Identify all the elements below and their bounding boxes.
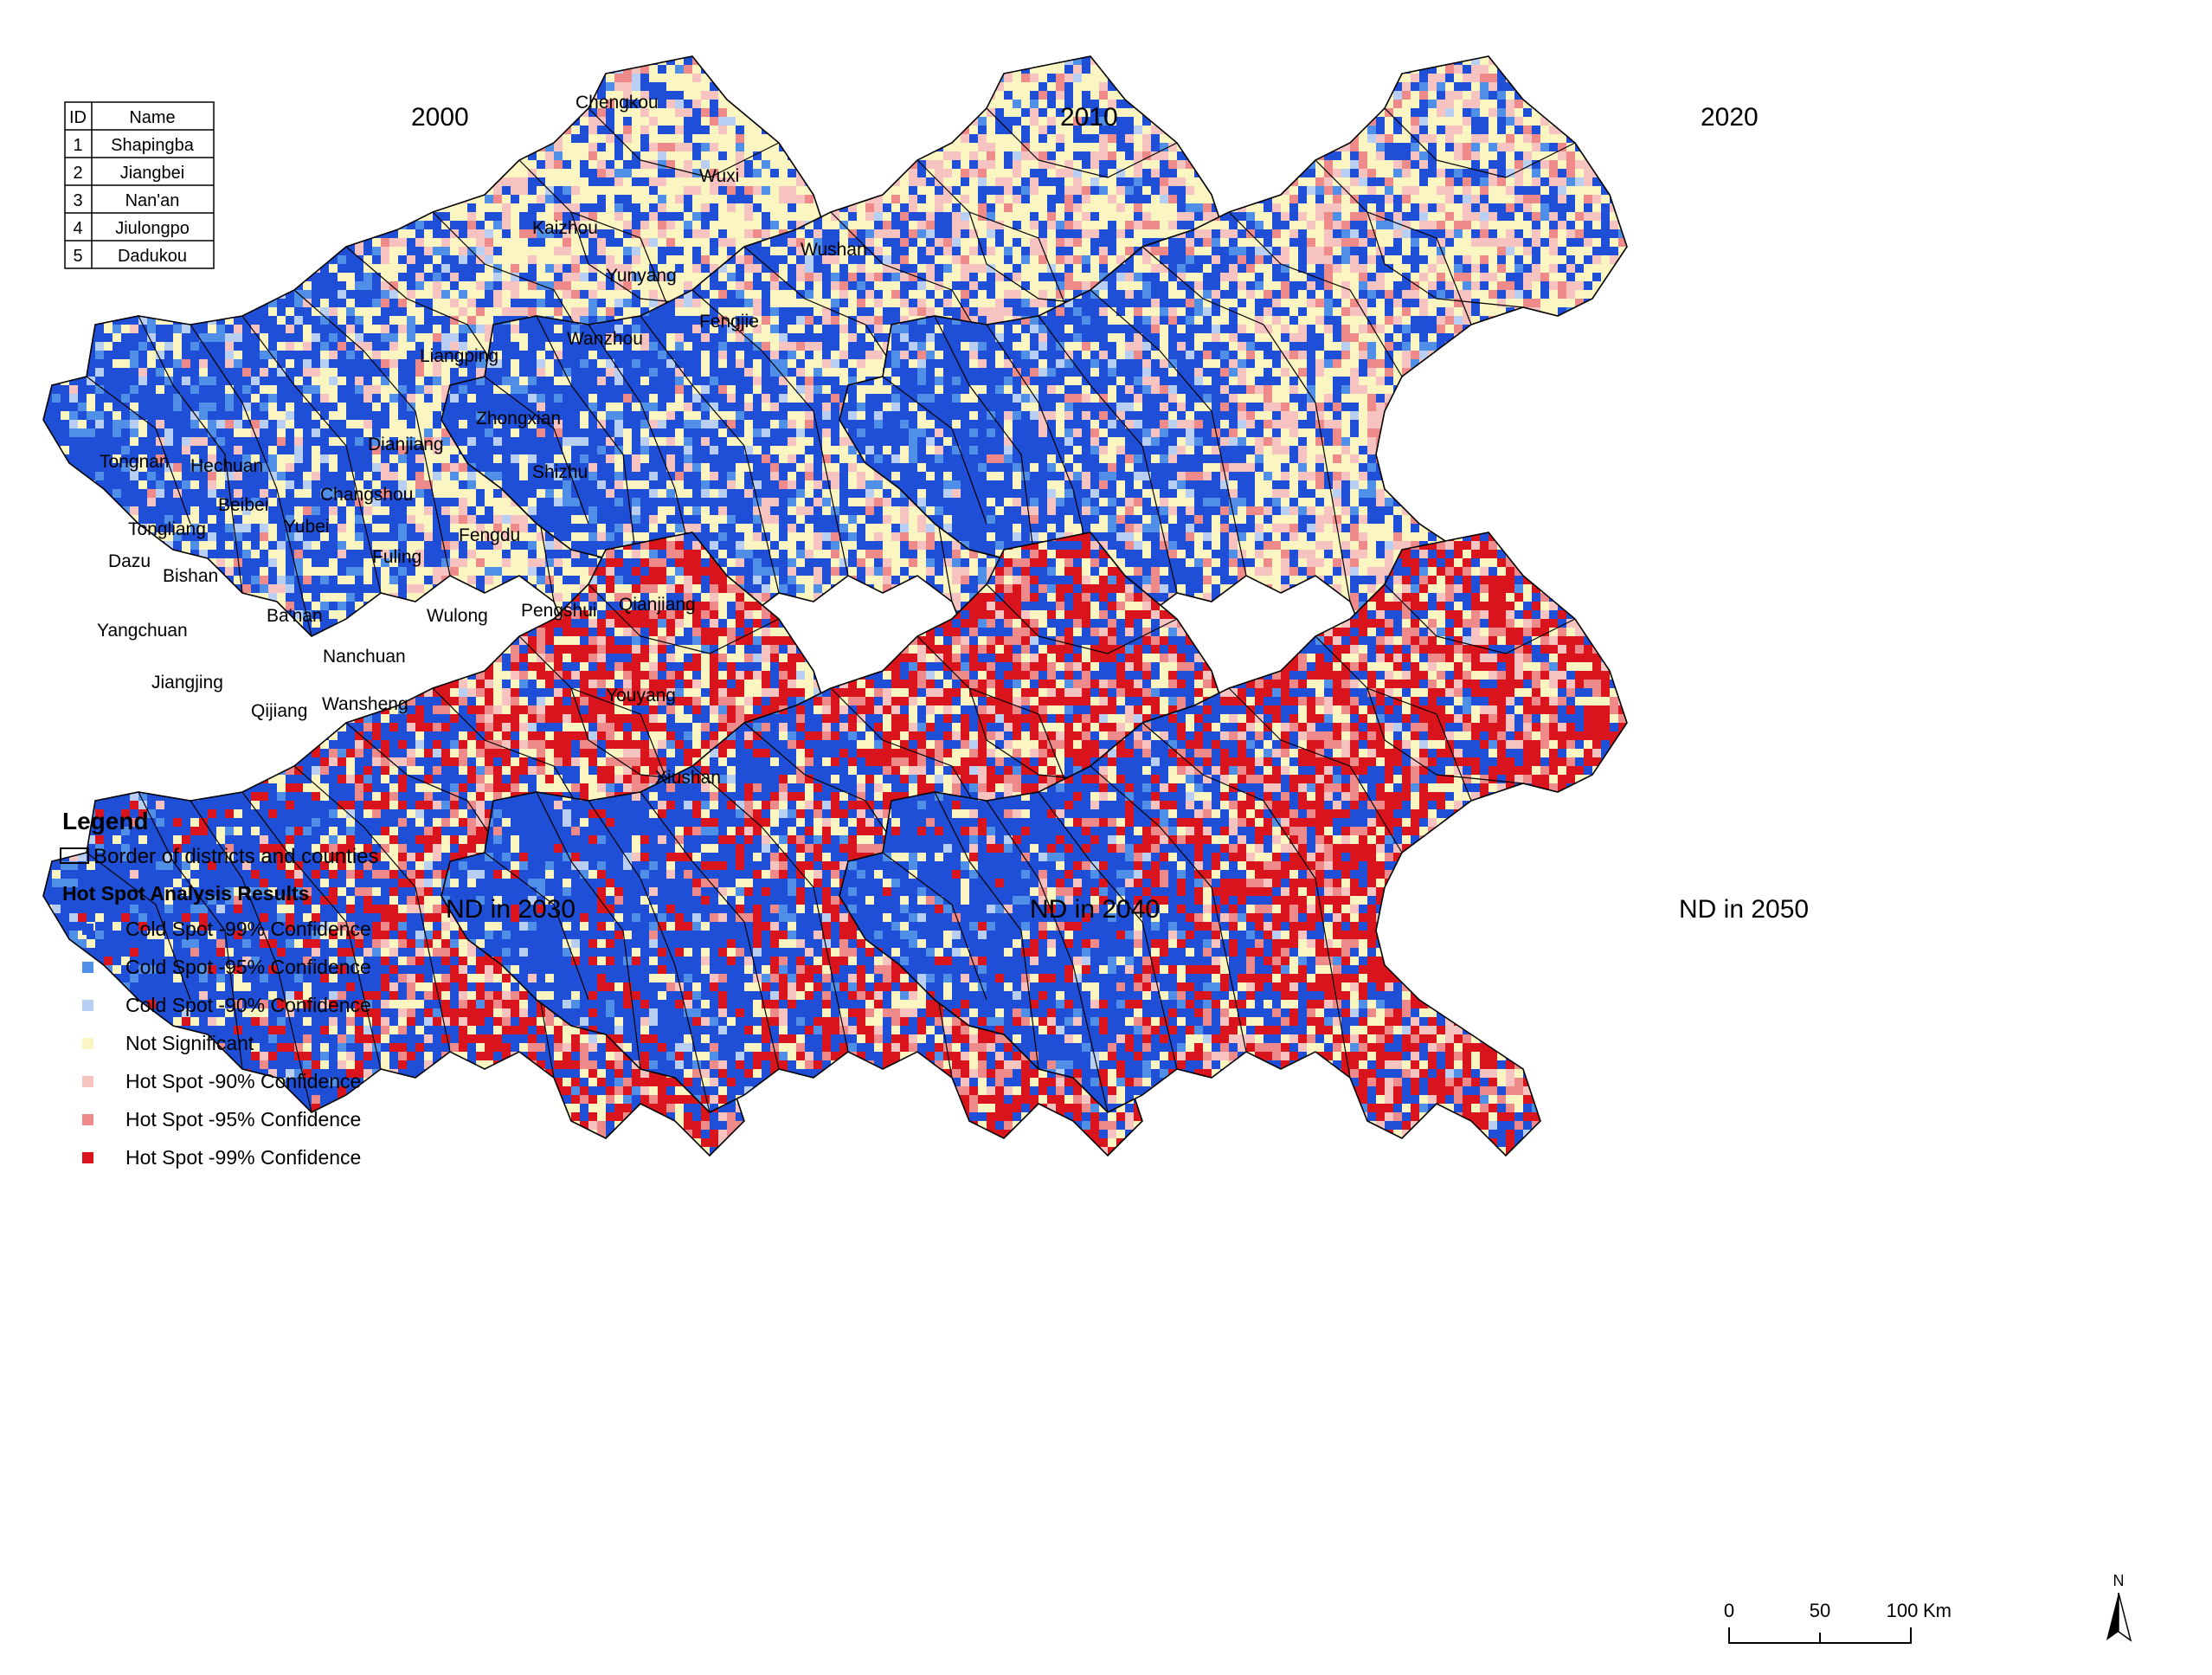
district-label: Wuxi bbox=[699, 166, 739, 186]
district-label: Pengshui bbox=[521, 601, 597, 621]
district-label: Changshou bbox=[320, 485, 413, 505]
legend-item-label: Cold Spot -90% Confidence bbox=[125, 994, 371, 1016]
legend-item-label: Cold Spot -99% Confidence bbox=[125, 918, 371, 940]
scale-tick-label: 50 bbox=[1810, 1600, 1830, 1621]
district-label: Hechuan bbox=[190, 456, 263, 476]
legend-swatch bbox=[82, 962, 93, 973]
district-labels: Chengkou Wuxi Kaizhou Wushan Yunyang Fen… bbox=[97, 93, 867, 788]
legend-items: Cold Spot -99% Confidence Cold Spot -95%… bbox=[82, 918, 371, 1169]
id-table: ID Name 1 Shapingba 2 Jiangbei 3 Nan'an … bbox=[64, 101, 215, 269]
district-label: Zhongxian bbox=[476, 409, 561, 428]
scale-unit: Km bbox=[1923, 1600, 1952, 1621]
legend-item-label: Hot Spot -99% Confidence bbox=[125, 1146, 361, 1169]
district-label: Tongliang bbox=[128, 519, 206, 539]
district-label: Xiushan bbox=[655, 768, 721, 788]
north-label: N bbox=[2113, 1572, 2125, 1589]
district-label: Dianjiang bbox=[368, 435, 444, 454]
id-table-cell: Shapingba bbox=[111, 136, 195, 155]
id-table-cell: Nan'an bbox=[125, 191, 180, 210]
district-label: Fengdu bbox=[459, 525, 520, 545]
scale-bar: 0 50 100 Km bbox=[1724, 1600, 1952, 1644]
id-table-cell: Jiangbei bbox=[120, 164, 185, 183]
district-borders bbox=[882, 107, 1576, 637]
district-label: Fengjie bbox=[699, 312, 759, 332]
district-label: Wulong bbox=[427, 606, 488, 626]
id-table-cell: Jiulongpo bbox=[115, 219, 190, 238]
district-label: Tongnan bbox=[100, 452, 170, 472]
district-label: Ba'nan bbox=[267, 606, 323, 626]
district-label: Shizhu bbox=[532, 462, 588, 482]
legend-item-label: Hot Spot -95% Confidence bbox=[125, 1108, 361, 1131]
panel-title-2050: ND in 2050 bbox=[1679, 895, 1809, 924]
district-label: Youyang bbox=[606, 686, 676, 705]
district-label: Qianjiang bbox=[619, 595, 696, 615]
legend-swatch bbox=[82, 1000, 93, 1011]
north-arrow-icon bbox=[2106, 1593, 2119, 1640]
district-label: Chengkou bbox=[576, 93, 659, 113]
district-label: Beibei bbox=[218, 495, 268, 515]
panel-title-2010: 2010 bbox=[1060, 103, 1118, 132]
legend-swatch bbox=[82, 1152, 93, 1163]
legend-swatch bbox=[82, 1114, 93, 1125]
id-table-header: ID bbox=[69, 108, 87, 127]
district-borders bbox=[484, 107, 1178, 637]
id-table-header: Name bbox=[129, 108, 175, 127]
district-label: Bishan bbox=[163, 566, 218, 586]
scale-tick-label: 0 bbox=[1724, 1600, 1734, 1621]
panel-title-2000: 2000 bbox=[411, 103, 469, 132]
north-arrow: N bbox=[2106, 1572, 2132, 1642]
id-table-cell: 2 bbox=[73, 164, 82, 183]
district-label: Wushan bbox=[801, 240, 867, 260]
panel-title-2030: ND in 2030 bbox=[446, 895, 576, 924]
scale-tick-label: 100 bbox=[1887, 1600, 1919, 1621]
legend-item-label: Hot Spot -90% Confidence bbox=[125, 1070, 361, 1092]
district-label: Qijiang bbox=[251, 701, 307, 721]
id-table-cell: Dadukou bbox=[118, 247, 187, 266]
legend-item-label: Not Significant bbox=[125, 1032, 254, 1054]
panel-title-2020: 2020 bbox=[1701, 103, 1759, 132]
legend-title: Legend bbox=[62, 808, 149, 834]
district-label: Nanchuan bbox=[323, 647, 406, 667]
id-table-cell: 5 bbox=[73, 247, 82, 266]
legend-border-label: Border of districts and counties bbox=[93, 845, 379, 868]
district-label: Fuling bbox=[372, 547, 421, 567]
border-swatch bbox=[60, 847, 89, 864]
panel-title-2040: ND in 2040 bbox=[1030, 895, 1160, 924]
district-label: Wansheng bbox=[322, 694, 408, 714]
legend: Legend Border of districts and counties … bbox=[60, 808, 379, 1169]
id-table-cell: 3 bbox=[73, 191, 82, 210]
district-label: Liangping bbox=[420, 346, 498, 366]
legend-subtitle: Hot Spot Analysis Results bbox=[62, 882, 309, 905]
id-table-cell: 4 bbox=[73, 219, 82, 238]
district-label: Wanzhou bbox=[567, 329, 643, 349]
district-label: Jiangjing bbox=[151, 673, 223, 693]
district-label: Dazu bbox=[108, 551, 151, 571]
district-label: Yangchuan bbox=[97, 621, 188, 641]
legend-item-label: Cold Spot -95% Confidence bbox=[125, 956, 371, 978]
legend-swatch bbox=[82, 1076, 93, 1087]
district-label: Kaizhou bbox=[532, 218, 598, 238]
id-table-cell: 1 bbox=[73, 136, 82, 155]
district-label: Yunyang bbox=[606, 266, 677, 286]
district-label: Yubei bbox=[284, 517, 330, 537]
legend-swatch bbox=[82, 924, 93, 935]
legend-swatch bbox=[82, 1038, 93, 1049]
